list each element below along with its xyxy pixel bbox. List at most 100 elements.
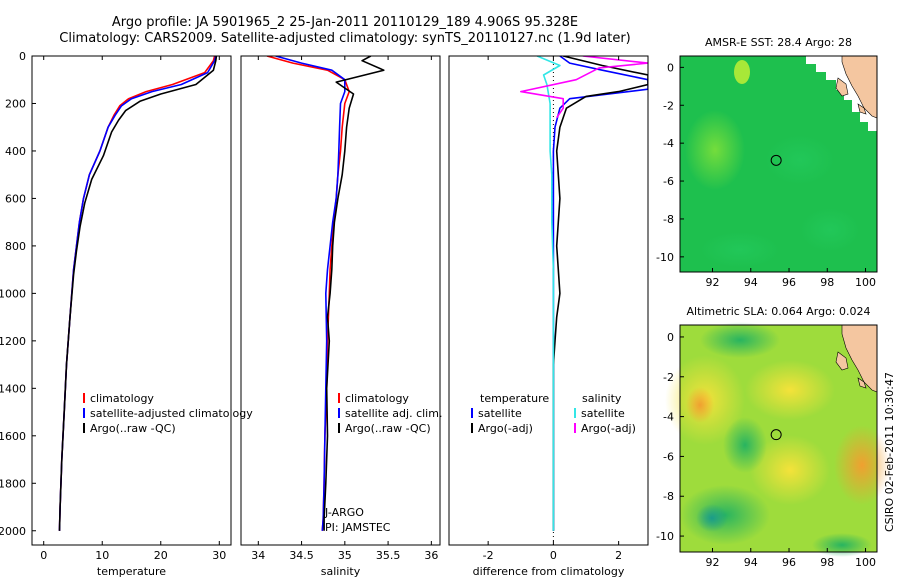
island-land	[857, 377, 867, 389]
figure-title-line1: Argo profile: JA 5901965_2 25-Jan-2011 2…	[112, 15, 578, 30]
x-tick-label: 35.5	[376, 549, 401, 562]
sla-high-patch	[750, 435, 830, 505]
y-tick-label: 200	[5, 97, 26, 110]
y-tick-label: 1600	[0, 430, 26, 443]
y-tick-label: 0	[667, 61, 674, 74]
program-annotation: J-ARGO	[324, 506, 364, 519]
y-tick-label: 1400	[0, 382, 26, 395]
x-tick-label: 92	[706, 276, 720, 289]
x-tick-label: 96	[782, 276, 796, 289]
x-tick-label: -2	[483, 549, 494, 562]
sst-warm-spot	[734, 60, 750, 84]
y-tick-label: -2	[663, 99, 674, 112]
legend-label-sal-argo: Argo(-adj)	[581, 422, 636, 435]
island-land	[835, 351, 849, 371]
x-tick-label: 94	[744, 556, 758, 569]
legend-title-salinity: salinity	[582, 392, 622, 405]
axes-frame	[679, 55, 878, 273]
x-tick-label: 10	[95, 549, 109, 562]
axes-frame	[240, 55, 441, 546]
series-line	[552, 56, 648, 531]
legend-label-argo: Argo(..raw -QC)	[90, 422, 176, 435]
legend-title-temperature: temperature	[480, 392, 549, 405]
legend-label-climatology: climatology	[90, 392, 154, 405]
series-line	[536, 56, 561, 531]
series-line	[266, 56, 351, 531]
x-tick-label: 98	[820, 556, 834, 569]
argo-location-marker	[770, 429, 782, 441]
sla-high-patch	[745, 360, 835, 420]
y-tick-label: -10	[656, 251, 674, 264]
x-tick-label: 34.5	[289, 549, 314, 562]
legend-label-temp-argo: Argo(-adj)	[478, 422, 533, 435]
legend-label-sal-satellite: satellite	[581, 407, 625, 420]
axes-frame	[679, 324, 878, 553]
y-tick-label: -10	[656, 530, 674, 543]
difference-legend: temperature salinity satellite Argo(-adj…	[471, 392, 636, 435]
salinity-legend: climatology satellite adj. clim. Argo(..…	[338, 392, 442, 435]
series-line	[323, 56, 385, 531]
y-tick-label: -4	[663, 137, 674, 150]
x-tick-label: 100	[855, 556, 876, 569]
series-line	[275, 56, 346, 531]
sla-peak-patch	[834, 425, 890, 505]
salinity-xlabel: salinity	[321, 565, 361, 578]
legend-label-argo: Argo(..raw -QC)	[345, 422, 431, 435]
pi-annotation: PI: JAMSTEC	[325, 521, 391, 534]
axes-frame	[448, 55, 649, 546]
legend-label-climatology: climatology	[345, 392, 409, 405]
legend-label-temp-satellite: satellite	[478, 407, 522, 420]
side-timestamp: CSIRO 02-Feb-2011 10:30:47	[883, 372, 896, 532]
sla-lowest-patch	[696, 504, 728, 532]
y-tick-label: 600	[5, 192, 26, 205]
temperature-panel: temperature climatology satellite-adjust…	[0, 50, 253, 578]
difference-xlabel: difference from climatology	[473, 565, 625, 578]
y-tick-label: 0	[667, 331, 674, 344]
sla-low-patch	[723, 417, 767, 473]
x-tick-label: 35	[338, 549, 352, 562]
y-tick-label: 1000	[0, 287, 26, 300]
y-tick-label: -8	[663, 490, 674, 503]
x-tick-label: 92	[706, 556, 720, 569]
y-tick-label: -8	[663, 213, 674, 226]
island-land	[835, 77, 849, 97]
y-tick-label: -6	[663, 450, 674, 463]
difference-panel: difference from climatology temperature …	[448, 55, 649, 578]
sst-cool-patch	[765, 135, 835, 185]
y-tick-label: 400	[5, 145, 26, 158]
series-line	[58, 56, 217, 531]
y-tick-label: 800	[5, 240, 26, 253]
salinity-panel: salinity climatology satellite adj. clim…	[240, 55, 442, 578]
x-tick-label: 98	[820, 276, 834, 289]
sst-map-panel: AMSR-E SST: 28.4 Argo: 28 92 94 96 98 100 0 -2…	[656, 36, 878, 289]
x-tick-label: 100	[855, 276, 876, 289]
x-tick-label: 20	[154, 549, 168, 562]
argo-location-marker	[770, 154, 782, 166]
sst-cool-patch	[700, 232, 780, 268]
x-tick-label: 94	[744, 276, 758, 289]
x-tick-label: 34	[251, 549, 265, 562]
sst-cool-patch	[800, 208, 860, 252]
x-tick-label: 36	[424, 549, 438, 562]
y-tick-label: -2	[663, 371, 674, 384]
x-tick-label: 0	[40, 549, 47, 562]
y-tick-label: 2000	[0, 525, 26, 538]
x-tick-label: 0	[550, 549, 557, 562]
island-land	[857, 103, 867, 115]
plot-area	[519, 56, 648, 545]
x-tick-label: 2	[615, 549, 622, 562]
sla-low-patch	[812, 533, 872, 557]
x-tick-label: 30	[212, 549, 226, 562]
temperature-legend: climatology satellite-adjusted climatolo…	[83, 392, 253, 435]
y-tick-label: 1800	[0, 477, 26, 490]
series-line	[58, 56, 216, 531]
series-line	[58, 56, 218, 531]
legend-label-satellite-adj: satellite adj. clim.	[345, 407, 442, 420]
series-line	[519, 56, 648, 119]
figure-title-line2: Climatology: CARS2009. Satellite-adjuste…	[59, 31, 631, 46]
sla-map-panel: Altimetric SLA: 0.064 Argo: 0.024 92 94 96…	[656, 305, 890, 569]
plot-area	[58, 56, 218, 531]
sla-peak-patch	[686, 387, 714, 423]
plot-area	[266, 56, 385, 531]
